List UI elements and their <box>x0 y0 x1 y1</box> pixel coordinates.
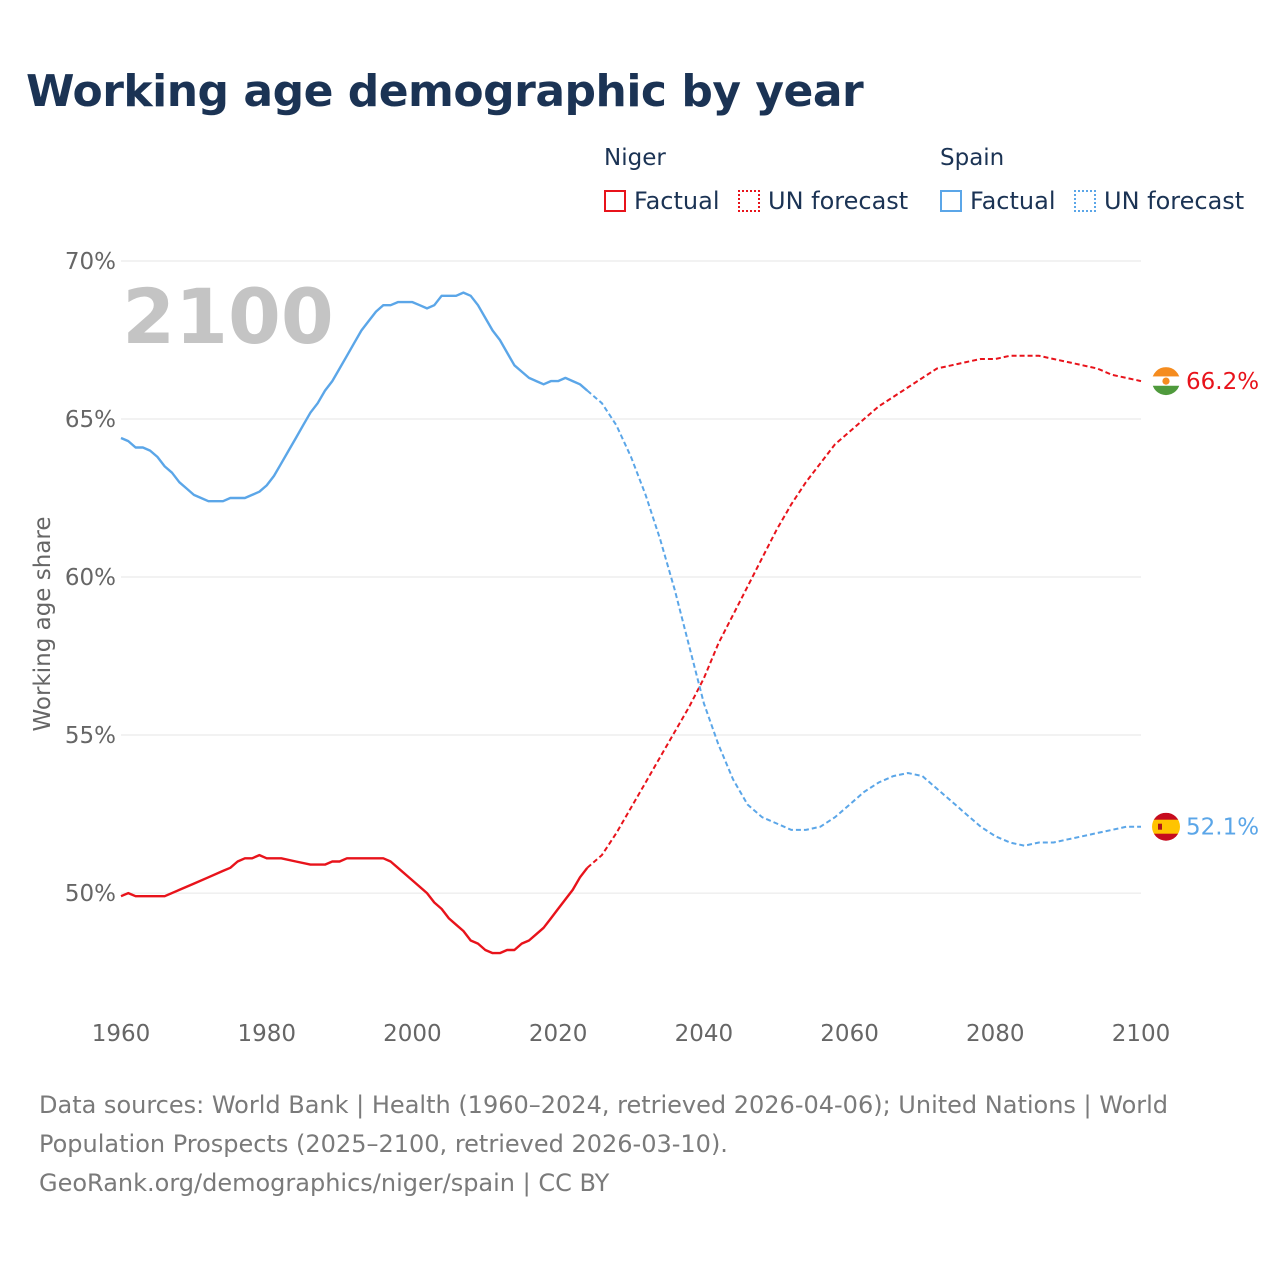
series-line-spain-factual <box>120 291 589 503</box>
footer-attribution: GeoRank.org/demographics/niger/spain | C… <box>39 1169 610 1197</box>
x-tick-label: 2080 <box>966 1021 1025 1047</box>
legend-label: Factual <box>634 187 720 215</box>
x-tick-label: 2000 <box>383 1021 442 1047</box>
legend-swatch-solid <box>604 190 626 212</box>
legend-item-niger-forecast[interactable]: UN forecast <box>738 187 908 215</box>
legend-label: UN forecast <box>1104 187 1245 215</box>
line-chart: 2100 Working age share 50% 55% 60% 65% 70% 19… <box>30 249 1259 1047</box>
legend-item-spain-forecast[interactable]: UN forecast <box>1074 187 1244 215</box>
x-tick-label: 1960 <box>92 1021 151 1047</box>
year-watermark: 2100 <box>122 272 334 361</box>
spain-flag-icon <box>1152 812 1180 841</box>
y-axis-label: Working age share <box>30 516 56 731</box>
legend-group-name: Spain <box>940 145 1005 171</box>
x-tick-label: 2020 <box>529 1021 588 1047</box>
y-tick-label: 55% <box>65 723 116 749</box>
legend-group-name: Niger <box>604 145 666 171</box>
end-value-label-niger: 66.2% <box>1186 369 1259 395</box>
legend-swatch-dotted <box>1074 190 1096 212</box>
series-line-niger-factual <box>120 853 589 955</box>
y-tick-label: 65% <box>65 407 116 433</box>
series-line-spain-forecast <box>586 389 1141 847</box>
x-tick-label: 1980 <box>237 1021 296 1047</box>
legend-label: Factual <box>970 187 1056 215</box>
x-tick-label: 2040 <box>675 1021 734 1047</box>
footer-sources-line1: Data sources: World Bank | Health (1960–… <box>39 1091 1169 1119</box>
legend-item-spain-factual[interactable]: Factual <box>940 187 1056 215</box>
series-line-niger-forecast <box>586 354 1142 869</box>
legend-item-niger-factual[interactable]: Factual <box>604 187 720 215</box>
footer-sources-line2: Population Prospects (2025–2100, retriev… <box>39 1130 728 1158</box>
y-tick-label: 50% <box>65 881 116 907</box>
legend-swatch-dotted <box>738 190 760 212</box>
end-value-label-spain: 52.1% <box>1186 815 1259 841</box>
chart-title: Working age demographic by year <box>26 66 864 117</box>
y-tick-label: 60% <box>65 565 116 591</box>
legend-swatch-solid <box>940 190 962 212</box>
footer: Data sources: World Bank | Health (1960–… <box>39 1086 1239 1203</box>
x-tick-label: 2060 <box>820 1021 879 1047</box>
legend-label: UN forecast <box>768 187 909 215</box>
y-tick-label: 70% <box>65 249 116 275</box>
x-tick-label: 2100 <box>1112 1021 1171 1047</box>
niger-flag-icon <box>1152 367 1180 396</box>
